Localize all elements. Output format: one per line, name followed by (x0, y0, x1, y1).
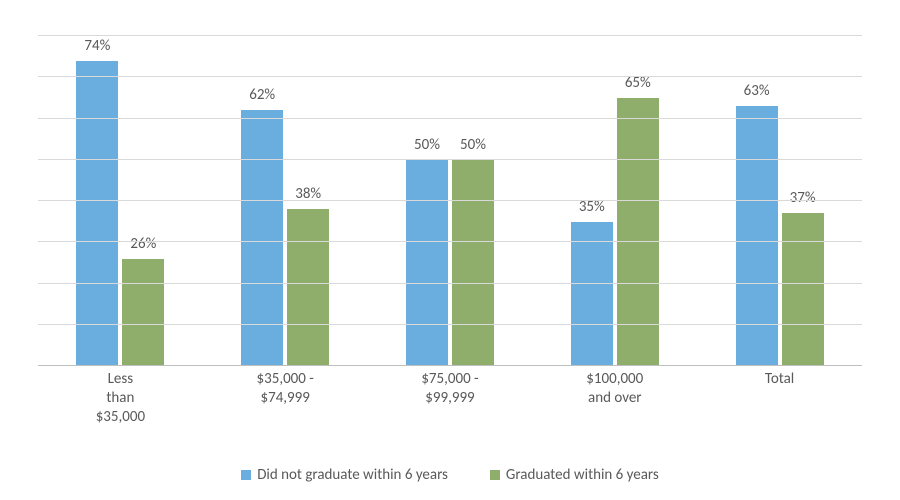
bar-value-label: 63% (744, 82, 770, 100)
bar-group: 50%50% (390, 36, 510, 366)
grid-line (38, 76, 862, 77)
x-axis-label-line: $99,999 (390, 389, 510, 408)
x-axis-label: Total (720, 370, 840, 426)
bar-value-label: 50% (414, 136, 440, 154)
bar-value-label: 62% (249, 86, 275, 104)
grid-line (38, 200, 862, 201)
legend-swatch (241, 470, 251, 480)
x-axis-label-line: Less (60, 370, 180, 389)
x-axis-label-line: $100,000 (555, 370, 675, 389)
x-axis-label-line: than (60, 389, 180, 408)
grid-line (38, 159, 862, 160)
bar: 38% (287, 209, 329, 366)
bar-group: 74%26% (60, 36, 180, 366)
bar: 74% (76, 61, 118, 366)
grouped-bar-chart: 74%26%62%38%50%50%35%65%63%37% Lessthan$… (0, 0, 900, 500)
x-axis: Lessthan$35,000 $35,000 -$74,999 $75,000 -… (38, 370, 862, 426)
bar-value-label: 74% (84, 37, 110, 55)
legend-item: Did not graduate within 6 years (241, 466, 448, 484)
bar-group: 63%37% (720, 36, 840, 366)
bar-group: 35%65% (555, 36, 675, 366)
bar-value-label: 37% (790, 189, 816, 207)
bar: 35% (571, 222, 613, 366)
legend-label: Graduated within 6 years (506, 466, 659, 484)
legend-item: Graduated within 6 years (490, 466, 659, 484)
bar: 62% (241, 110, 283, 366)
grid-line (38, 35, 862, 36)
bar: 37% (782, 213, 824, 366)
x-axis-label-line: and over (555, 389, 675, 408)
grid-line (38, 283, 862, 284)
x-axis-label-line: $35,000 - (225, 370, 345, 389)
bar: 65% (617, 98, 659, 366)
bar-value-label: 26% (130, 235, 156, 253)
x-axis-label-line: Total (720, 370, 840, 389)
x-axis-label-line: $75,000 - (390, 370, 510, 389)
grid-line (38, 324, 862, 325)
plot-area: 74%26%62%38%50%50%35%65%63%37% (38, 36, 862, 366)
x-axis-label-line: $35,000 (60, 408, 180, 427)
bar: 50% (406, 160, 448, 366)
legend: Did not graduate within 6 years Graduated… (0, 466, 900, 484)
bar-groups-container: 74%26%62%38%50%50%35%65%63%37% (38, 36, 862, 366)
x-axis-label: $35,000 -$74,999 (225, 370, 345, 426)
baseline (38, 365, 862, 366)
legend-swatch (490, 470, 500, 480)
x-axis-label: Lessthan$35,000 (60, 370, 180, 426)
bar: 26% (122, 259, 164, 366)
x-axis-label: $100,000and over (555, 370, 675, 426)
bar: 63% (736, 106, 778, 366)
x-axis-label: $75,000 -$99,999 (390, 370, 510, 426)
legend-label: Did not graduate within 6 years (257, 466, 448, 484)
grid-line (38, 241, 862, 242)
x-axis-label-line: $74,999 (225, 389, 345, 408)
bar: 50% (452, 160, 494, 366)
bar-value-label: 50% (460, 136, 486, 154)
grid-line (38, 118, 862, 119)
bar-group: 62%38% (225, 36, 345, 366)
